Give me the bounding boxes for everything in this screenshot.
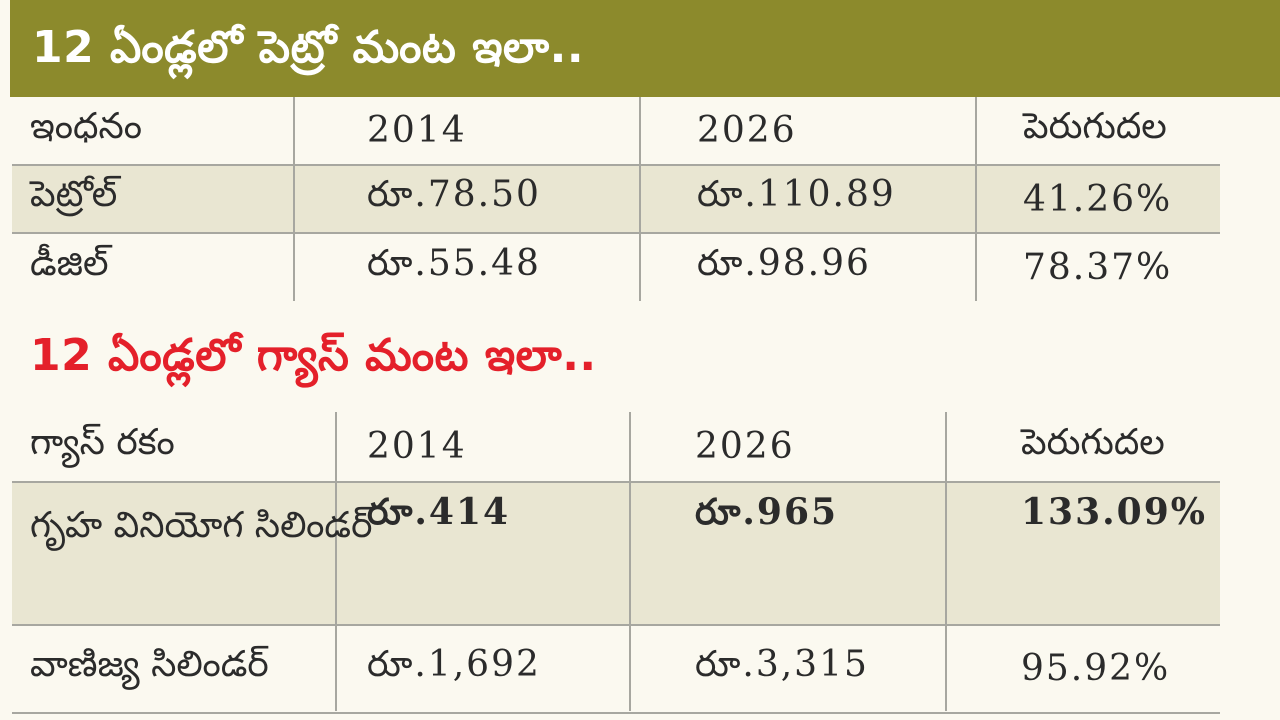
price-2026: రూ.3,315 <box>630 624 947 711</box>
fuel-name: పెట్రోల్ <box>12 164 295 233</box>
increase-percent: 95.92% <box>946 624 1220 711</box>
table-header-row: గ్యాస్ రకం 2014 2026 పెరుగుదల <box>12 412 1220 482</box>
gas-type: గృహ వినియోగ సిలిండర్ <box>12 481 372 625</box>
price-2014: రూ.1,692 <box>336 624 631 711</box>
price-2026: రూ.965 <box>630 481 947 625</box>
gas-section-title: 12 ఏండ్లలో గ్యాస్ మంట ఇలా.. <box>30 330 597 381</box>
price-2014: రూ.78.50 <box>294 164 641 233</box>
price-2014: రూ.55.48 <box>294 232 641 301</box>
table-row: డీజిల్ రూ.55.48 రూ.98.96 78.37% <box>12 232 1220 301</box>
price-2026: రూ.98.96 <box>640 232 977 301</box>
table-header-row: ఇంధనం 2014 2026 పెరుగుదల <box>12 97 1220 165</box>
gas-type: వాణిజ్య సిలిండర్ <box>12 624 337 711</box>
table-row: గృహ వినియోగ సిలిండర్ రూ.414 రూ.965 133.0… <box>12 481 1220 625</box>
header-increase: పెరుగుదల <box>946 412 1220 482</box>
header-fuel: ఇంధనం <box>12 97 295 165</box>
price-2026: రూ.110.89 <box>640 164 977 233</box>
gas-price-table: గ్యాస్ రకం 2014 2026 పెరుగుదల గృహ వినియో… <box>12 412 1220 711</box>
table-bottom-divider <box>12 712 1220 714</box>
header-2026: 2026 <box>640 97 977 165</box>
petrol-section-title: 12 ఏండ్లలో పెట్రో మంట ఇలా.. <box>32 22 585 73</box>
header-2014: 2014 <box>294 97 641 165</box>
increase-percent: 78.37% <box>976 232 1220 301</box>
fuel-price-table: ఇంధనం 2014 2026 పెరుగుదల పెట్రోల్ రూ.78.… <box>12 97 1220 301</box>
header-gas-type: గ్యాస్ రకం <box>12 412 337 482</box>
increase-percent: 133.09% <box>946 481 1220 625</box>
price-2014: రూ.414 <box>336 481 631 625</box>
title-banner: 12 ఏండ్లలో పెట్రో మంట ఇలా.. <box>10 0 1280 97</box>
header-2014: 2014 <box>336 412 631 482</box>
fuel-name: డీజిల్ <box>12 232 295 301</box>
table-row: వాణిజ్య సిలిండర్ రూ.1,692 రూ.3,315 95.92… <box>12 624 1220 711</box>
header-2026: 2026 <box>630 412 947 482</box>
increase-percent: 41.26% <box>976 164 1220 233</box>
header-increase: పెరుగుదల <box>976 97 1220 165</box>
table-row: పెట్రోల్ రూ.78.50 రూ.110.89 41.26% <box>12 164 1220 233</box>
